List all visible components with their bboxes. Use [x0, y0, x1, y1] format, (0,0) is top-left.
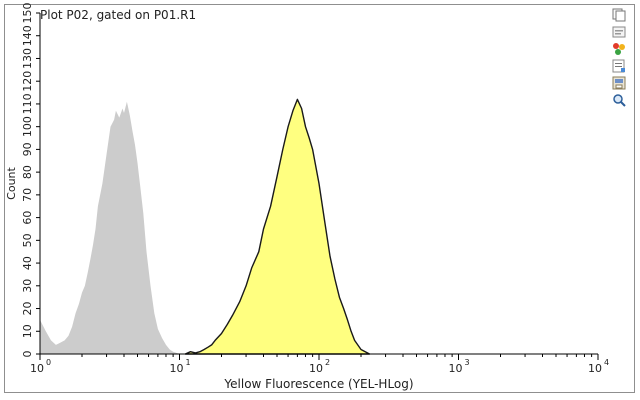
y-tick-label: 150 — [21, 3, 34, 24]
sample-histogram — [184, 98, 371, 355]
y-tick-label: 90 — [21, 142, 34, 156]
properties-icon[interactable] — [611, 59, 627, 73]
plot-toolbar — [611, 8, 631, 107]
y-axis-label: Count — [5, 166, 18, 199]
x-tick-label: 10 — [449, 362, 463, 375]
y-tick-label: 40 — [21, 256, 34, 270]
x-tick-exponent: 2 — [325, 358, 330, 367]
plot-title: Plot P02, gated on P01.R1 — [40, 8, 197, 22]
x-axis-label: Yellow Fluorescence (YEL-HLog) — [223, 377, 413, 391]
x-tick-label: 10 — [309, 362, 323, 375]
x-tick-exponent: 3 — [465, 358, 470, 367]
y-tick-label: 0 — [21, 351, 34, 358]
x-tick-exponent: 1 — [186, 358, 191, 367]
y-tick-label: 60 — [21, 211, 34, 225]
copy-icon[interactable] — [611, 8, 627, 22]
settings-icon[interactable] — [611, 25, 627, 39]
x-tick-exponent: 4 — [604, 358, 609, 367]
y-tick-label: 50 — [21, 233, 34, 247]
export-icon[interactable] — [611, 76, 627, 90]
gate-icon[interactable] — [611, 42, 627, 56]
zoom-icon[interactable] — [611, 93, 627, 107]
y-tick-label: 70 — [21, 188, 34, 202]
y-tick-label: 120 — [21, 71, 34, 92]
x-tick-label: 10 — [170, 362, 184, 375]
x-tick-label: 10 — [588, 362, 602, 375]
y-tick-label: 110 — [21, 93, 34, 114]
y-tick-label: 80 — [21, 165, 34, 179]
control-histogram — [40, 101, 180, 354]
x-tick-exponent: 0 — [46, 358, 51, 367]
y-tick-label: 10 — [21, 324, 34, 338]
y-tick-label: 30 — [21, 279, 34, 293]
y-tick-label: 130 — [21, 48, 34, 69]
y-tick-label: 20 — [21, 302, 34, 316]
x-tick-label: 10 — [30, 362, 44, 375]
y-tick-label: 140 — [21, 25, 34, 46]
y-tick-label: 100 — [21, 116, 34, 137]
